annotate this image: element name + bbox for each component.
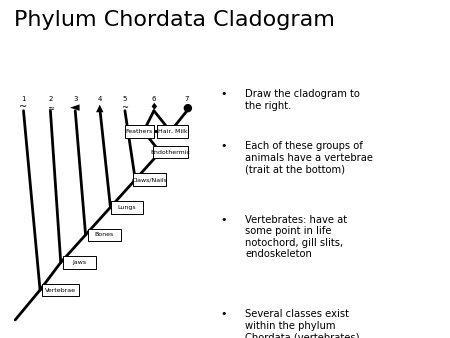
Text: 7: 7 — [185, 96, 189, 101]
FancyBboxPatch shape — [153, 146, 188, 159]
Text: 6: 6 — [152, 96, 156, 101]
Text: 3: 3 — [73, 96, 77, 101]
Text: 1: 1 — [21, 96, 26, 101]
Text: Draw the cladogram to
the right.: Draw the cladogram to the right. — [245, 89, 360, 111]
FancyBboxPatch shape — [125, 125, 154, 138]
Text: ●: ● — [182, 102, 192, 112]
Text: 4: 4 — [98, 96, 102, 101]
FancyBboxPatch shape — [63, 256, 96, 269]
Text: Hair, Milk: Hair, Milk — [158, 129, 187, 134]
Text: Jaws: Jaws — [72, 260, 86, 265]
Text: Vertebrae: Vertebrae — [45, 288, 76, 292]
Text: ▲: ▲ — [96, 102, 104, 112]
Text: 2: 2 — [48, 96, 53, 101]
Text: Each of these groups of
animals have a vertebrae
(trait at the bottom): Each of these groups of animals have a v… — [245, 141, 373, 174]
Text: Vertebrates: have at
some point in life
notochord, gill slits,
endoskeleton: Vertebrates: have at some point in life … — [245, 215, 347, 260]
Text: ≈: ≈ — [47, 103, 54, 112]
Text: ~: ~ — [122, 103, 128, 112]
Text: ◄: ◄ — [71, 101, 80, 114]
Text: ♦: ♦ — [149, 102, 158, 112]
Text: ~: ~ — [19, 102, 27, 112]
Text: Bones: Bones — [94, 232, 114, 237]
FancyBboxPatch shape — [157, 125, 188, 138]
Text: Claws/Nails: Claws/Nails — [132, 177, 168, 182]
Text: Endothermic: Endothermic — [150, 150, 190, 154]
FancyBboxPatch shape — [112, 201, 143, 214]
Text: •: • — [220, 141, 227, 151]
FancyBboxPatch shape — [133, 173, 166, 186]
Text: Several classes exist
within the phylum
Chordata (vertebrates): Several classes exist within the phylum … — [245, 309, 360, 338]
Text: 5: 5 — [123, 96, 127, 101]
Text: •: • — [220, 309, 227, 319]
Text: Feathers: Feathers — [126, 129, 153, 134]
Text: •: • — [220, 215, 227, 225]
Text: Lungs: Lungs — [118, 205, 136, 210]
Text: •: • — [220, 89, 227, 99]
FancyBboxPatch shape — [88, 228, 121, 241]
FancyBboxPatch shape — [42, 284, 79, 296]
Text: Phylum Chordata Cladogram: Phylum Chordata Cladogram — [14, 10, 334, 30]
